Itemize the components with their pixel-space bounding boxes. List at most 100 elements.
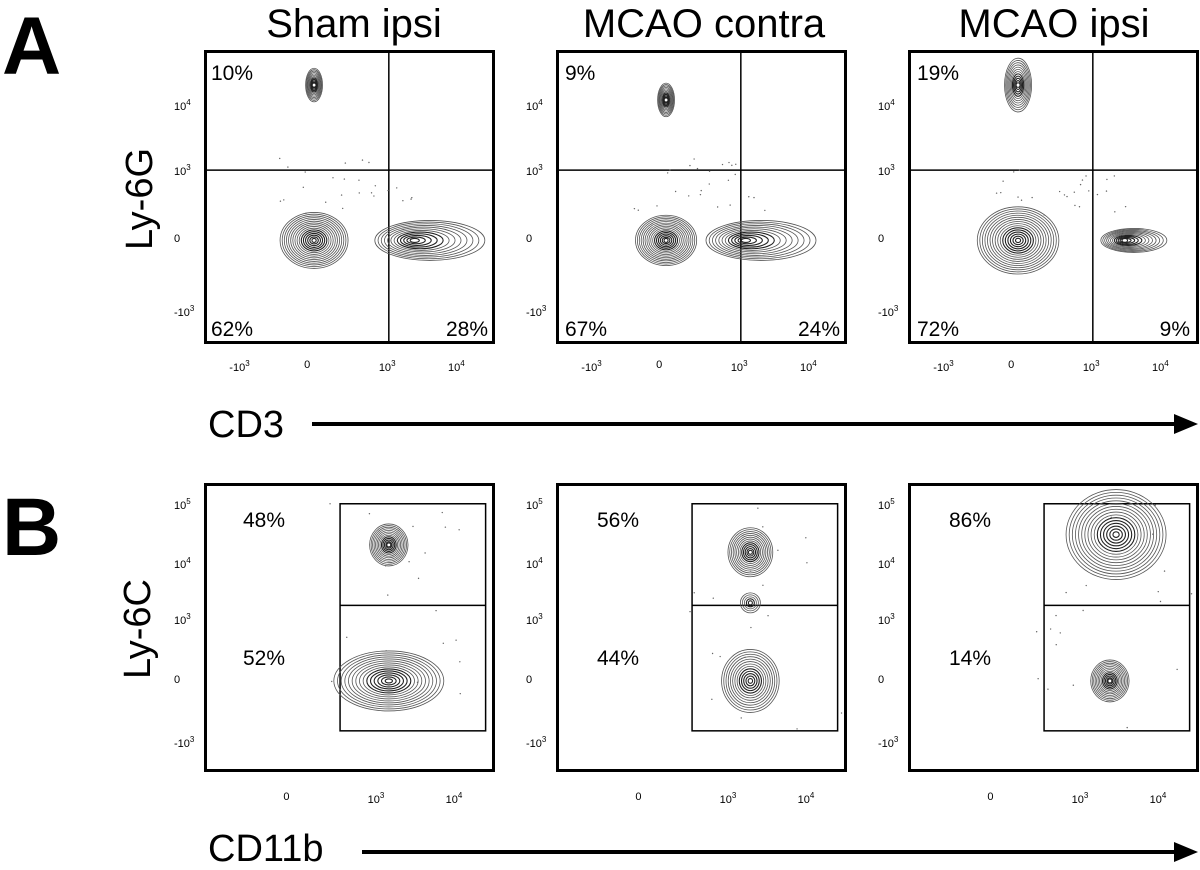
- contour-population: [1009, 233, 1027, 248]
- contour-population: [1004, 57, 1032, 113]
- contour-population: [1005, 60, 1031, 111]
- y-tick-label: 103: [878, 163, 895, 179]
- contour-population: [1104, 230, 1161, 251]
- contour-population: [409, 237, 420, 243]
- contour-population: [309, 236, 319, 245]
- y-tick-label: 104: [174, 98, 191, 114]
- event-dot: [1154, 504, 1156, 506]
- contour-population: [636, 216, 696, 265]
- event-dot: [1152, 533, 1154, 535]
- contour-population: [638, 217, 694, 263]
- contour-population: [1100, 228, 1168, 253]
- contour-population: [1090, 659, 1130, 703]
- x-tick-label: 103: [1082, 359, 1100, 374]
- contour-population: [745, 598, 755, 608]
- event-dot: [1047, 688, 1049, 690]
- contour-population: [740, 670, 760, 692]
- contour-population: [743, 673, 758, 689]
- event-dot: [358, 179, 360, 181]
- contour-population: [348, 658, 430, 704]
- y-tick-label: 103: [526, 612, 543, 628]
- plot-b-mcao-ipsi: 86% 14%: [908, 483, 1199, 772]
- event-dot: [669, 169, 671, 171]
- contour-population: [296, 226, 332, 255]
- gate-low-pct: 14%: [949, 647, 992, 670]
- contour-population: [640, 219, 692, 262]
- contour-population: [739, 540, 762, 564]
- x-tick-label: 0: [304, 359, 311, 371]
- event-dot: [728, 161, 730, 164]
- plot-a-sham-ipsi-canvas: [207, 53, 492, 341]
- event-dot: [442, 642, 445, 644]
- event-dot: [1055, 643, 1057, 646]
- event-dot: [712, 597, 714, 599]
- contour-population: [302, 231, 326, 250]
- contour-population: [376, 531, 402, 559]
- contour-population: [657, 84, 675, 116]
- contour-population: [734, 663, 767, 699]
- contour-population: [290, 220, 338, 261]
- event-dot: [753, 196, 755, 199]
- contour-population: [375, 529, 403, 560]
- x-tick-label: 0: [656, 359, 663, 371]
- event-dot: [1018, 169, 1021, 172]
- plot-a-sham-ipsi: 10% 62% 28%: [204, 50, 495, 344]
- event-dot: [361, 159, 364, 161]
- y-tick-label: 105: [526, 496, 543, 512]
- event-dot: [700, 189, 702, 192]
- event-dot: [325, 201, 327, 203]
- event-dot: [734, 173, 736, 176]
- event-dot: [1106, 178, 1108, 181]
- event-dot: [387, 594, 389, 596]
- gate-rectangle: [339, 503, 487, 732]
- contour-population: [393, 230, 450, 251]
- event-dot: [416, 681, 419, 684]
- event-dot: [744, 656, 746, 658]
- contour-population: [378, 533, 400, 557]
- y-tick-label: 104: [526, 98, 543, 114]
- event-dot: [1073, 191, 1076, 193]
- event-dot: [633, 207, 636, 210]
- x-tick-label: 104: [445, 791, 463, 806]
- contour-population: [355, 662, 423, 700]
- contour-population: [309, 77, 319, 93]
- event-dot: [1078, 206, 1081, 208]
- contour-population: [734, 534, 767, 570]
- y-tick-label: -103: [174, 303, 195, 319]
- event-dot: [689, 610, 691, 613]
- contour-population: [731, 531, 770, 574]
- event-dot: [721, 163, 724, 166]
- x-tick-label: 0: [1008, 359, 1015, 371]
- contour-population: [989, 216, 1047, 264]
- contour-population: [385, 541, 393, 549]
- contour-population: [745, 675, 756, 687]
- contour-population: [987, 214, 1050, 267]
- contour-population: [307, 234, 321, 247]
- contour-population: [1015, 80, 1021, 91]
- contour-population: [1084, 506, 1148, 564]
- contour-population: [1002, 227, 1034, 254]
- contour-population: [309, 76, 319, 94]
- event-dot: [757, 507, 759, 509]
- contour-population: [1106, 677, 1114, 685]
- event-dot: [708, 170, 711, 172]
- contour-population: [386, 542, 392, 548]
- x-tick-label: 103: [1071, 791, 1089, 806]
- contour-population: [1008, 66, 1028, 104]
- event-dot: [385, 650, 387, 652]
- event-dot: [459, 692, 461, 695]
- contour-population: [340, 654, 437, 708]
- event-dot: [995, 192, 998, 194]
- contour-population: [659, 235, 673, 246]
- y-tick-label: 105: [174, 496, 191, 512]
- plot-b-mcao-contra-canvas: [689, 503, 843, 732]
- event-dot: [441, 511, 443, 514]
- contour-population: [708, 221, 811, 260]
- contour-population: [311, 80, 317, 90]
- contour-population: [723, 651, 778, 711]
- contour-population: [333, 650, 445, 712]
- contour-population: [362, 666, 415, 696]
- event-dot: [731, 164, 733, 167]
- event-dot: [346, 636, 348, 639]
- contour-population: [1004, 229, 1032, 252]
